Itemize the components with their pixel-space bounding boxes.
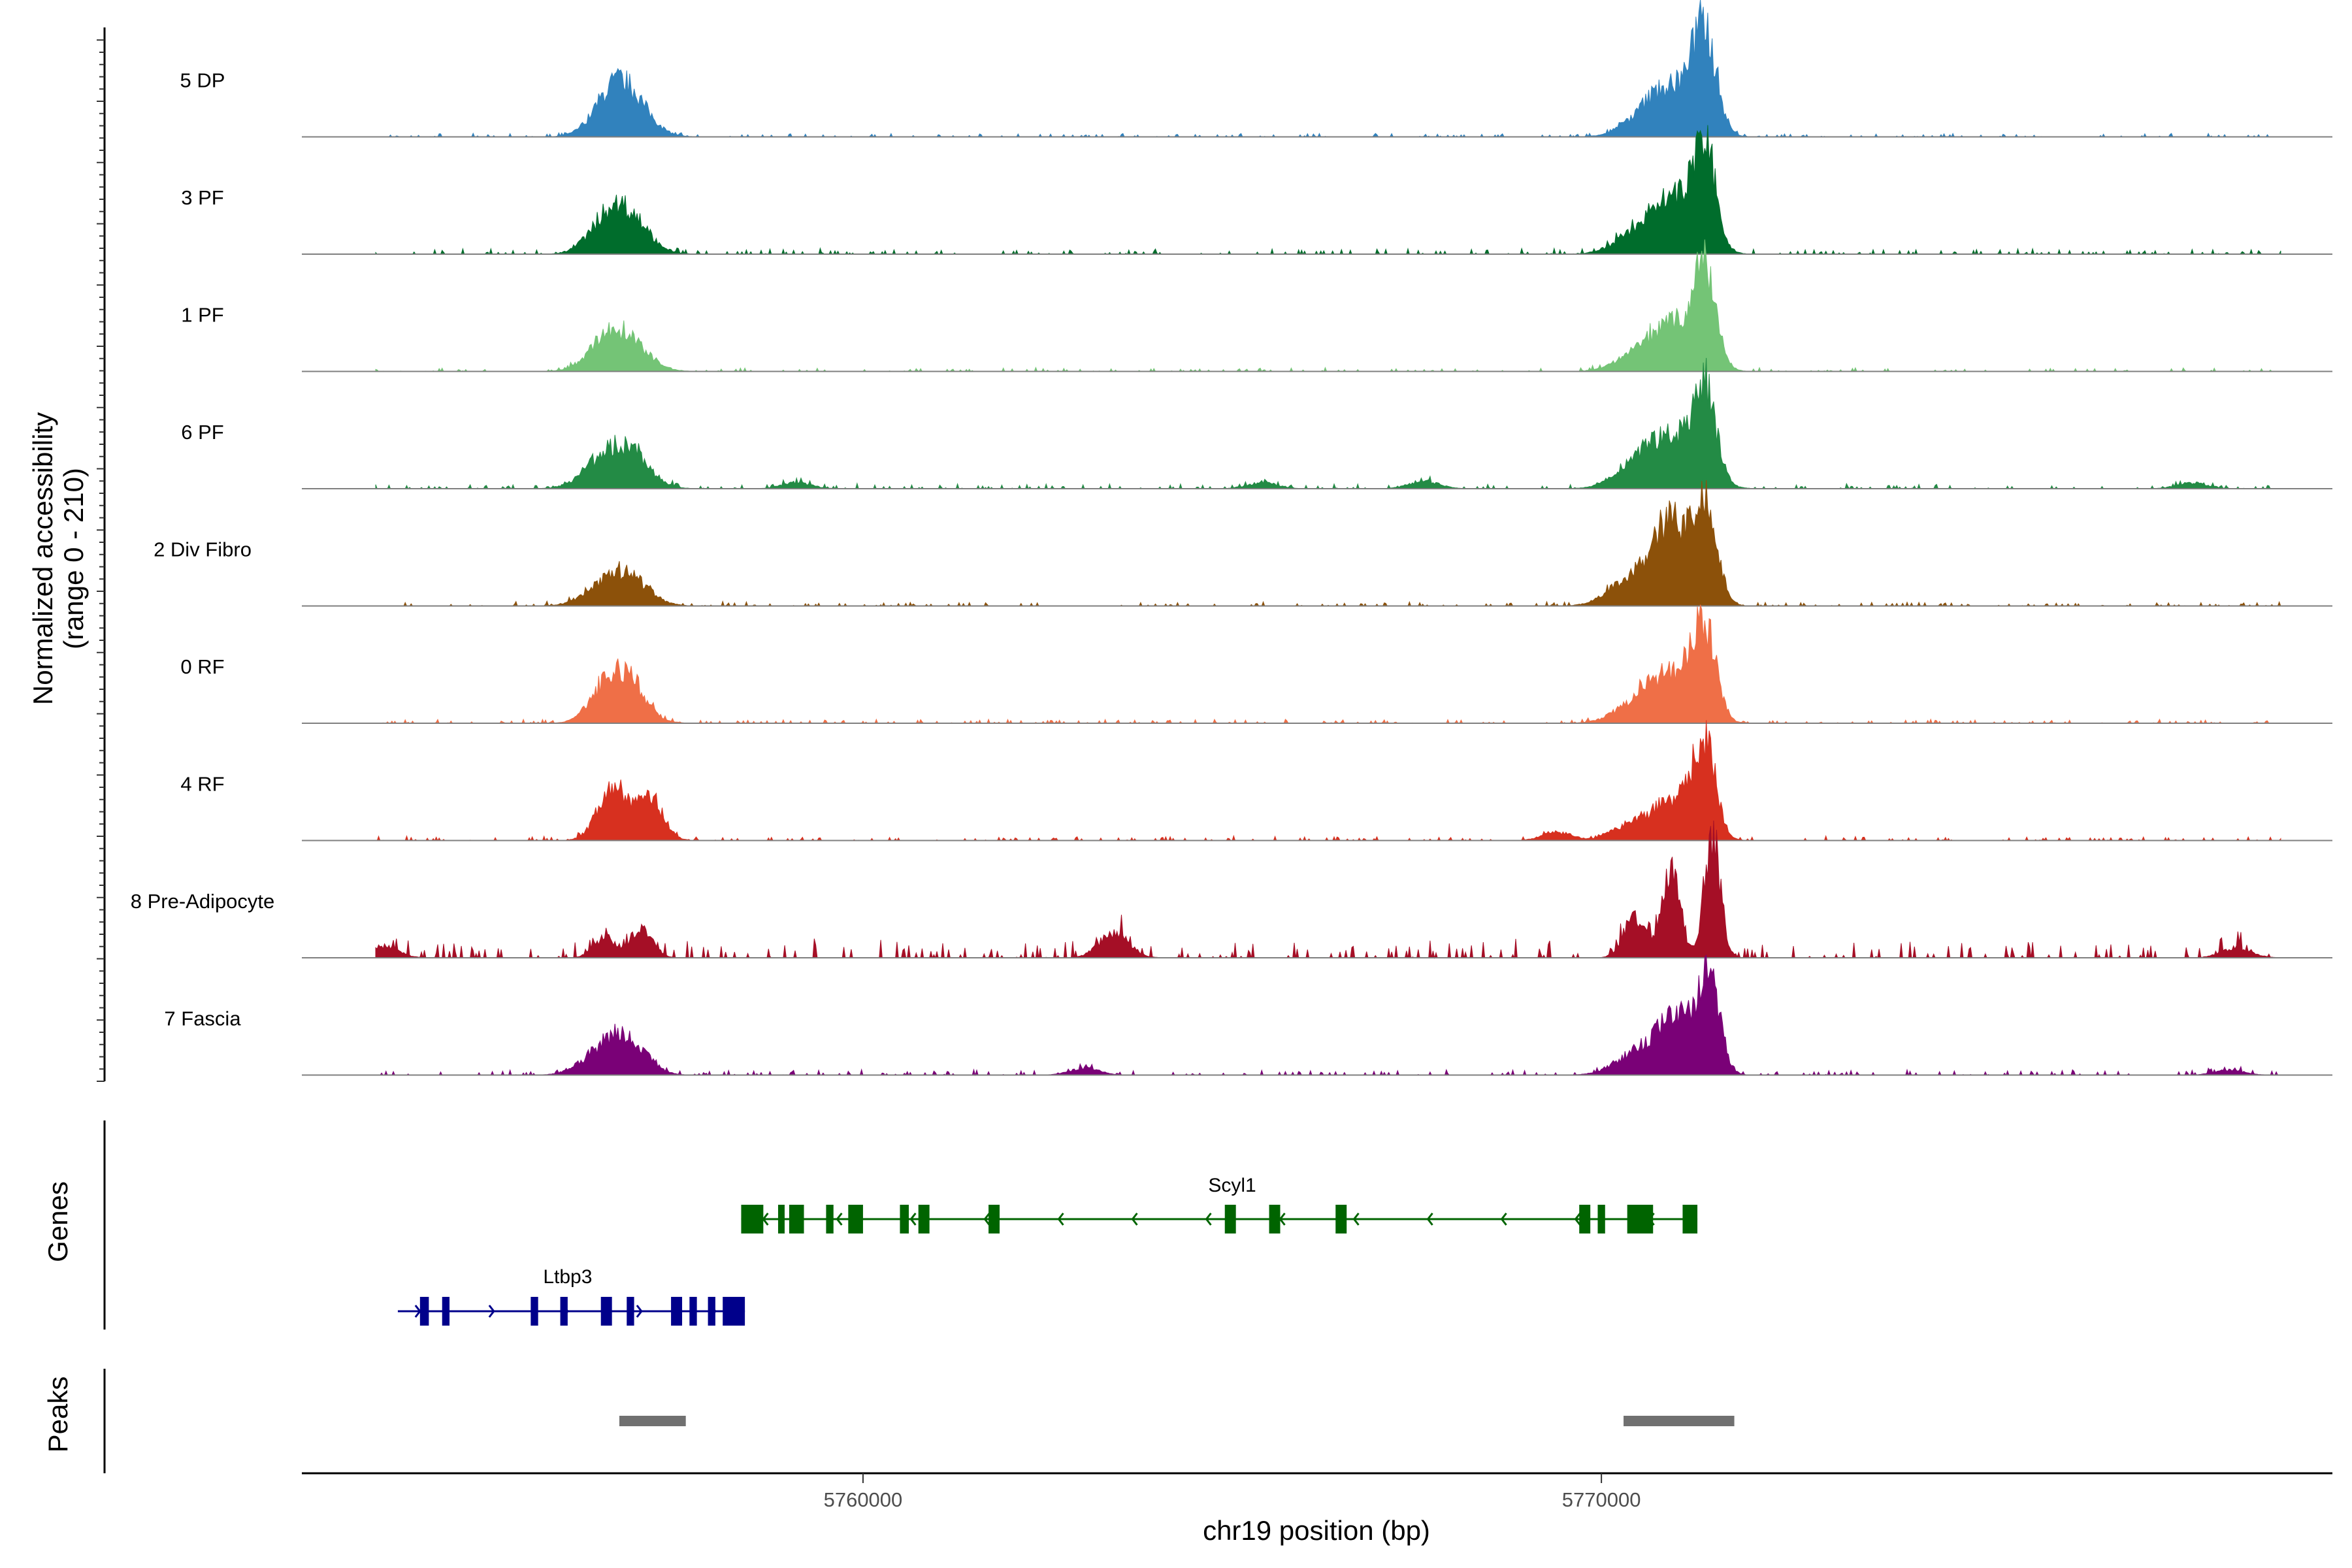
strand-arrow (909, 1213, 917, 1226)
strand-arrow (1426, 1213, 1433, 1226)
exon (419, 1297, 429, 1326)
coverage-area (376, 480, 2281, 607)
exon (1597, 1205, 1605, 1233)
x-axis-title: chr19 position (bp) (1203, 1515, 1430, 1546)
track-label: 1 PF (181, 304, 223, 327)
exon (442, 1297, 450, 1326)
gene-label-ltbp3: Ltbp3 (543, 1266, 592, 1288)
exon (789, 1205, 804, 1233)
exon (988, 1205, 1000, 1233)
x-tick-label: 5770000 (1562, 1488, 1641, 1511)
exon (531, 1297, 538, 1326)
peak-region (1624, 1416, 1735, 1426)
gene-ltbp3 (397, 1297, 745, 1326)
exon (1682, 1205, 1698, 1233)
gene-label-scyl1: Scyl1 (1208, 1175, 1256, 1196)
exon (627, 1297, 634, 1326)
genes-panel-label: Genes (42, 1181, 73, 1262)
track-label: 6 PF (181, 421, 223, 444)
exon (900, 1205, 909, 1233)
peaks-panel-label: Peaks (42, 1377, 73, 1453)
track-label: 2 Div Fibro (154, 538, 252, 561)
peak-annotation-panel (619, 1416, 1735, 1426)
exon (1224, 1205, 1236, 1233)
strand-arrow (983, 1213, 990, 1226)
track-3-pf: 3 PF (181, 125, 2332, 255)
track-label: 7 Fascia (164, 1007, 241, 1030)
exon (848, 1205, 863, 1233)
track-label: 0 RF (180, 655, 224, 678)
strand-arrow (1500, 1213, 1507, 1226)
strand-arrow (1574, 1213, 1581, 1226)
track-label: 8 Pre-Adipocyte (131, 890, 275, 913)
exon (741, 1205, 764, 1233)
coverage-area (376, 604, 2281, 725)
exon (826, 1205, 834, 1233)
coverage-area (376, 720, 2281, 841)
track-2-div-fibro: 2 Div Fibro (154, 480, 2332, 607)
track-label: 4 RF (180, 773, 224, 796)
strand-arrow (636, 1305, 643, 1318)
coverage-area (375, 125, 2281, 255)
axes: 5760000 5770000 (97, 27, 2332, 1511)
coverage-tracks: 5 DP 3 PF 1 PF 6 PF 2 Div Fibro 0 RF 4 RF 8 Pre… (131, 0, 2332, 1077)
exon (918, 1205, 930, 1233)
track-1-pf: 1 PF (181, 239, 2332, 372)
y-axis-title-line2: (range 0 - 210) (58, 468, 89, 649)
exon (708, 1297, 715, 1326)
y-axis-title-line1: Normalized accessibility (27, 412, 58, 705)
exon (1579, 1205, 1591, 1233)
exon (777, 1205, 785, 1233)
strand-arrow (1205, 1213, 1212, 1226)
track-7-fascia: 7 Fascia (164, 954, 2332, 1077)
exon (1335, 1205, 1347, 1233)
strand-arrow (1352, 1213, 1360, 1226)
track-6-pf: 6 PF (181, 357, 2332, 489)
strand-arrow (1057, 1213, 1064, 1226)
exon (671, 1297, 683, 1326)
coverage-area (375, 239, 2281, 372)
gene-scyl1 (741, 1205, 1698, 1233)
gene-annotation-panel: Scyl1 Ltbp3 (397, 1175, 1698, 1326)
coverage-area (376, 0, 2281, 138)
strand-arrow (1131, 1213, 1138, 1226)
exon (1269, 1205, 1281, 1233)
x-tick-label: 5760000 (824, 1488, 903, 1511)
coverage-area (375, 357, 2281, 489)
exon (689, 1297, 697, 1326)
track-label: 3 PF (181, 186, 223, 209)
track-8-pre-adipocyte: 8 Pre-Adipocyte (131, 820, 2332, 959)
strand-arrow (414, 1305, 421, 1318)
strand-arrow (488, 1305, 495, 1318)
track-0-rf: 0 RF (180, 604, 2332, 725)
track-5-dp: 5 DP (180, 0, 2332, 138)
exon (723, 1297, 745, 1326)
exon (600, 1297, 612, 1326)
exon (1627, 1205, 1654, 1233)
strand-arrow (836, 1213, 843, 1226)
exon (560, 1297, 568, 1326)
track-4-rf: 4 RF (180, 720, 2332, 841)
track-label: 5 DP (180, 69, 225, 92)
coverage-area (376, 954, 2281, 1077)
peak-region (619, 1416, 686, 1426)
